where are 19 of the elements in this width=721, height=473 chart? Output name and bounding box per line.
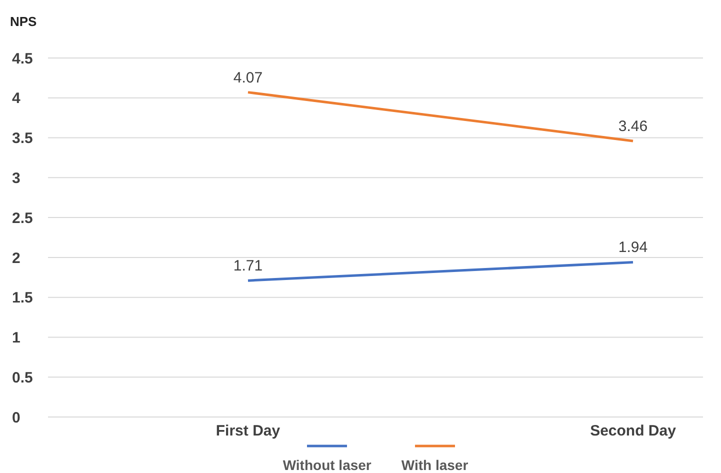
data-label: 4.07 [233, 69, 263, 86]
x-tick-label: Second Day [590, 422, 677, 440]
y-tick-label: 1 [12, 330, 20, 347]
x-tick-label: First Day [216, 422, 281, 440]
y-tick-label: 2.5 [12, 210, 33, 227]
y-tick-label: 3.5 [12, 130, 33, 148]
legend-label: With laser [401, 457, 468, 473]
y-tick-label: 1.5 [12, 290, 33, 307]
legend-label: Without laser [282, 457, 372, 473]
y-axis-title: NPS [10, 14, 37, 29]
y-tick-label: 3 [12, 170, 20, 187]
y-tick-label: 2 [12, 250, 20, 267]
y-tick-label: 0.5 [12, 369, 33, 386]
y-tick-label: 4 [12, 90, 21, 108]
data-label: 3.46 [618, 118, 648, 135]
data-label: 1.71 [233, 258, 263, 275]
data-label: 1.94 [618, 239, 648, 256]
y-tick-label: 4.5 [12, 50, 33, 68]
y-tick-label: 0 [12, 409, 20, 426]
